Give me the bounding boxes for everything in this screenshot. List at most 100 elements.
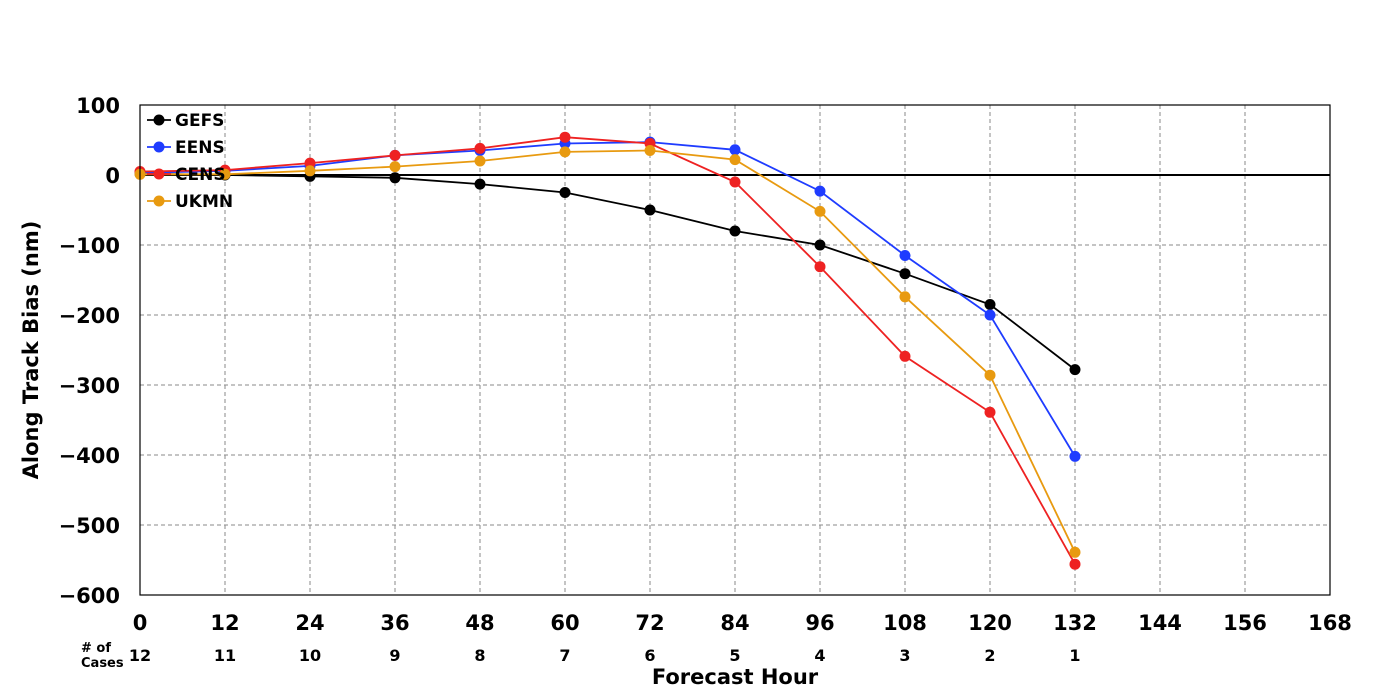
legend-entry-ukmn: UKMN	[147, 192, 233, 212]
data-point-ukmn	[219, 168, 231, 180]
case-count-label: 6	[644, 646, 655, 665]
legend-entry-cens: CENS	[147, 165, 226, 185]
y-axis-label: Along Track Bias (nm)	[19, 221, 43, 480]
y-tick-label: 0	[105, 164, 120, 188]
x-tick-labels: 0 12 24 36 48 60 72 84 96 108 120 132 144 156 168	[133, 611, 1352, 635]
x-tick-label: 156	[1223, 611, 1267, 635]
data-point-cens	[389, 149, 401, 161]
data-point-gefs	[729, 225, 741, 237]
legend-marker	[153, 168, 165, 180]
case-count-label: 12	[129, 646, 151, 665]
x-tick-label: 96	[805, 611, 834, 635]
y-tick-label: −500	[59, 514, 120, 538]
x-tick-label: 84	[720, 611, 749, 635]
data-point-ukmn	[1069, 546, 1081, 558]
data-point-ukmn	[644, 145, 656, 156]
data-point-gefs	[899, 268, 911, 280]
series-ukmn	[134, 145, 1081, 558]
x-tick-label: 72	[635, 611, 664, 635]
legend-marker	[153, 114, 165, 126]
data-point-gefs	[474, 178, 486, 190]
y-tick-label: −100	[59, 234, 120, 258]
legend-label: CENS	[175, 165, 226, 185]
case-count-label: 10	[299, 646, 321, 665]
data-point-ukmn	[559, 146, 571, 158]
series-line-ukmn	[140, 149, 1076, 553]
data-point-gefs	[1069, 364, 1081, 376]
series-line-cens	[139, 136, 1076, 565]
case-count-label: 3	[899, 646, 910, 665]
data-point-eens	[1069, 450, 1081, 462]
x-tick-label: 132	[1053, 611, 1097, 635]
cases-title-line: # of	[81, 641, 111, 656]
data-point-cens	[1069, 558, 1081, 570]
data-point-eens	[814, 185, 826, 197]
x-tick-label: 0	[133, 611, 148, 635]
plot-frame	[139, 104, 1331, 596]
data-point-ukmn	[389, 161, 401, 173]
x-tick-label: 36	[380, 611, 409, 635]
data-point-cens	[899, 350, 911, 362]
series-cens	[134, 131, 1081, 570]
data-point-ukmn	[729, 154, 741, 166]
case-count-label: 7	[559, 646, 570, 665]
cases-title-line: Cases	[81, 656, 124, 671]
series-eens	[134, 136, 1081, 462]
y-tick-label: −200	[59, 304, 120, 328]
legend-entry-gefs: GEFS	[147, 111, 224, 131]
data-point-gefs	[984, 299, 996, 310]
series-lines	[134, 131, 1081, 570]
legend-marker	[153, 195, 165, 207]
case-count-label: 9	[389, 646, 400, 665]
legend: GEFS EENS CENS UKMN	[147, 111, 233, 212]
case-count-label: 4	[814, 646, 825, 665]
data-point-gefs	[814, 239, 826, 251]
legend-marker	[153, 141, 165, 153]
case-count-label: 2	[984, 646, 995, 665]
case-count-label: 5	[729, 646, 740, 665]
data-point-eens	[729, 144, 741, 156]
legend-entry-eens: EENS	[147, 138, 225, 158]
y-tick-label: −400	[59, 444, 120, 468]
series-line-eens	[139, 141, 1076, 457]
data-point-ukmn	[899, 291, 911, 303]
grid-lines	[140, 105, 1330, 595]
y-tick-labels: 100 0 −100 −200 −300 −400 −500 −600	[59, 94, 120, 608]
x-tick-label: 24	[295, 611, 324, 635]
case-count-label: 11	[214, 646, 236, 665]
data-point-eens	[899, 250, 911, 261]
x-tick-label: 144	[1138, 611, 1182, 635]
series-line-gefs	[139, 172, 1076, 371]
case-count-label: 8	[474, 646, 485, 665]
legend-label: UKMN	[175, 192, 233, 212]
data-point-gefs	[389, 172, 401, 184]
data-point-cens	[729, 176, 741, 188]
y-tick-label: −600	[59, 584, 120, 608]
x-tick-label: 12	[210, 611, 239, 635]
y-tick-label: 100	[76, 94, 120, 118]
x-tick-label: 60	[550, 611, 579, 635]
data-point-gefs	[559, 187, 571, 198]
data-point-cens	[474, 142, 486, 154]
x-tick-label: 108	[883, 611, 927, 635]
legend-label: GEFS	[175, 111, 224, 131]
data-point-ukmn	[984, 369, 996, 381]
data-point-ukmn	[474, 155, 486, 167]
legend-label: EENS	[175, 138, 225, 158]
data-point-ukmn	[304, 165, 316, 177]
x-tick-label: 48	[465, 611, 494, 635]
data-point-cens	[559, 131, 571, 143]
x-tick-label: 168	[1308, 611, 1352, 635]
x-axis-label: Forecast Hour	[652, 665, 819, 689]
case-count-label: 1	[1069, 646, 1080, 665]
data-point-ukmn	[814, 205, 826, 217]
series-gefs	[134, 168, 1081, 376]
y-tick-label: −300	[59, 374, 120, 398]
data-point-gefs	[644, 204, 656, 216]
data-point-eens	[984, 309, 996, 321]
x-tick-label: 120	[968, 611, 1012, 635]
data-point-cens	[814, 261, 826, 273]
data-point-cens	[984, 406, 996, 418]
